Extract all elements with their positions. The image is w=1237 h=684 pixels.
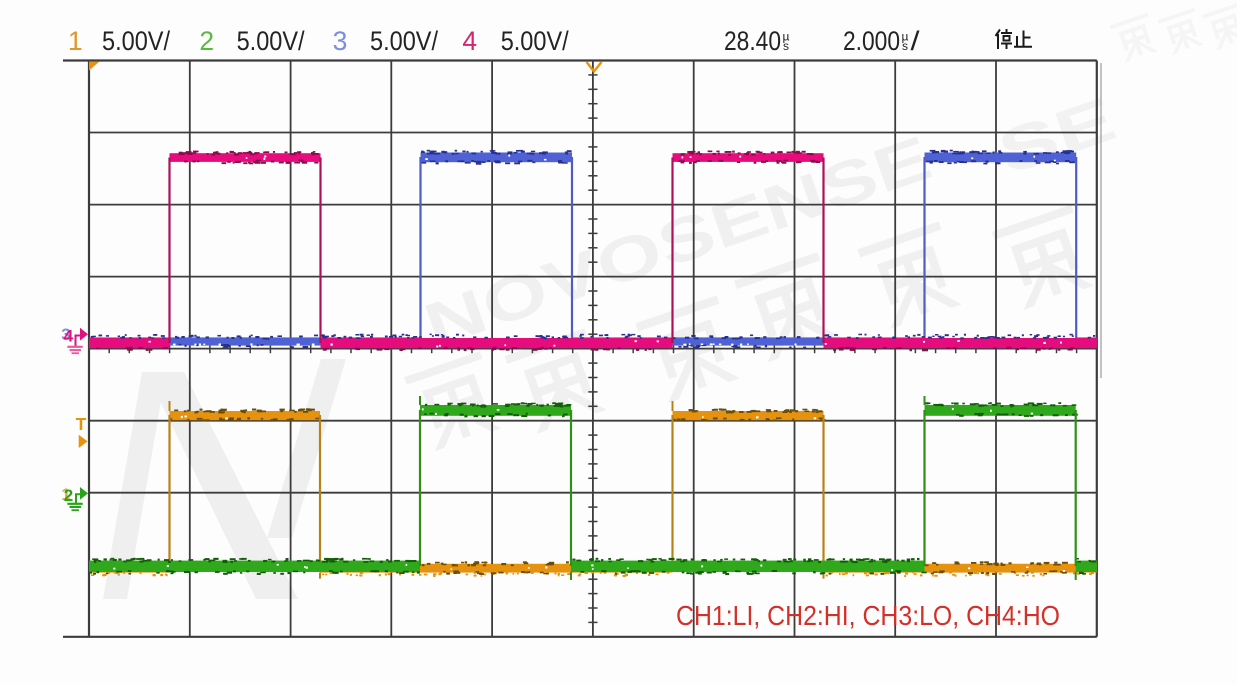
svg-text:T: T: [76, 414, 87, 434]
svg-text:2.000: 2.000: [843, 26, 900, 56]
svg-text:2: 2: [64, 486, 73, 505]
svg-text:CH1:LI, CH2:HI, CH3:LO, CH4:HO: CH1:LI, CH2:HI, CH3:LO, CH4:HO: [676, 600, 1060, 631]
svg-text:4: 4: [64, 327, 74, 346]
svg-text:/: /: [911, 26, 921, 56]
svg-text:s: s: [902, 39, 908, 53]
svg-text:s: s: [783, 39, 789, 53]
svg-text:5.00V/: 5.00V/: [237, 26, 306, 56]
svg-text:5.00V/: 5.00V/: [370, 26, 439, 56]
svg-text:28.40: 28.40: [724, 26, 781, 56]
svg-text:µ: µ: [902, 30, 909, 44]
svg-text:4: 4: [462, 26, 477, 56]
svg-text:µ: µ: [783, 30, 790, 44]
svg-text:5.00V/: 5.00V/: [102, 26, 171, 56]
svg-text:2: 2: [199, 26, 214, 56]
svg-text:SE: SE: [990, 85, 1124, 189]
svg-text:5.00V/: 5.00V/: [501, 26, 570, 56]
svg-text:1: 1: [61, 485, 70, 504]
svg-text:3: 3: [333, 26, 348, 56]
svg-text:3: 3: [61, 325, 70, 344]
svg-text:1: 1: [68, 26, 83, 56]
